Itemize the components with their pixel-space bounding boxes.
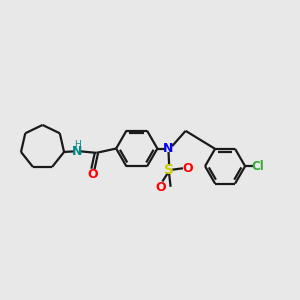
Text: Cl: Cl xyxy=(252,160,264,173)
Text: H: H xyxy=(74,140,81,149)
Text: N: N xyxy=(164,142,174,155)
Text: O: O xyxy=(182,162,193,175)
Text: S: S xyxy=(164,163,174,177)
Text: N: N xyxy=(72,145,83,158)
Text: O: O xyxy=(88,168,98,181)
Text: O: O xyxy=(156,181,166,194)
